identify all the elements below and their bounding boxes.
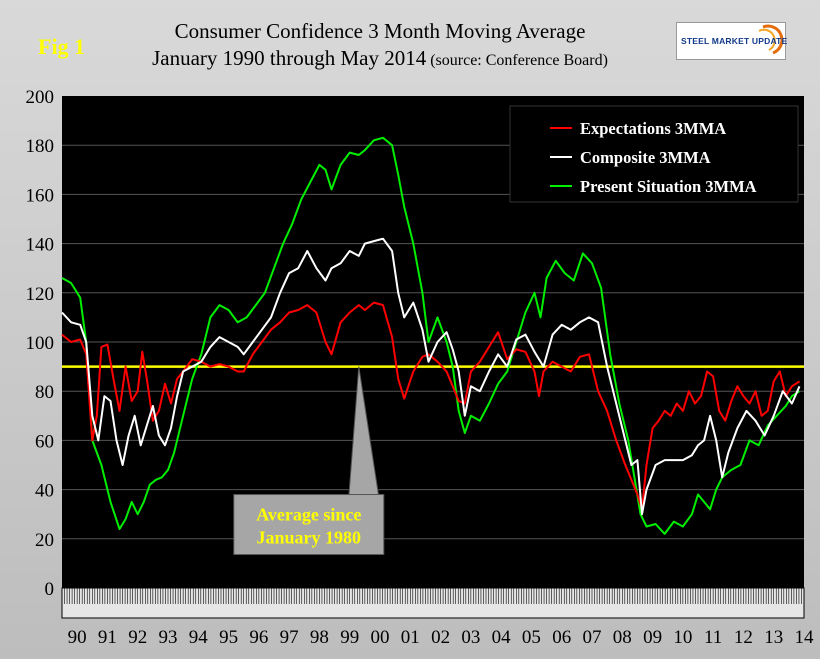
steel-market-update-logo: STEEL MARKET UPDATE [676, 22, 788, 60]
figure-label: Fig 1 [38, 34, 86, 59]
gridlines [62, 144, 804, 540]
x-tick-label-03: 03 [461, 627, 480, 648]
x-tick-label-00: 00 [371, 627, 390, 648]
x-tick-label-92: 92 [128, 627, 147, 648]
callout-line2: January 1980 [257, 528, 362, 548]
callout-box [233, 494, 385, 556]
x-tick-label-96: 96 [249, 627, 268, 648]
x-tick-label-98: 98 [310, 627, 329, 648]
legend-label-composite: Composite 3MMA [580, 148, 711, 167]
title-source: (source: Conference Board) [430, 52, 608, 69]
x-tick-label-09: 09 [643, 627, 662, 648]
y-tick-label-160: 160 [26, 185, 55, 206]
title-line1: Consumer Confidence 3 Month Moving Avera… [174, 19, 586, 43]
logo-swoosh-icon [758, 24, 784, 55]
y-tick-label-0: 0 [45, 579, 55, 600]
x-tick-label-10: 10 [673, 627, 692, 648]
x-tick-label-07: 07 [583, 627, 602, 648]
x-tick-label-11: 11 [704, 627, 722, 648]
series-lines [61, 136, 801, 535]
x-tick-label-12: 12 [734, 627, 753, 648]
legend-label-present: Present Situation 3MMA [580, 177, 757, 196]
y-tick-label-180: 180 [26, 136, 55, 157]
x-tick-label-02: 02 [431, 627, 450, 648]
x-tick-label-05: 05 [522, 627, 541, 648]
y-tick-label-20: 20 [35, 530, 54, 551]
legend-label-expectations: Expectations 3MMA [580, 119, 726, 138]
series-line-present [61, 136, 801, 535]
x-tick-label-91: 91 [98, 627, 117, 648]
logo-text: STEEL MARKET UPDATE [681, 36, 788, 46]
x-tick-label-93: 93 [159, 627, 178, 648]
x-tick-label-95: 95 [219, 627, 238, 648]
y-tick-label-80: 80 [35, 382, 54, 403]
series-line-composite [61, 237, 801, 516]
x-tick-label-13: 13 [764, 627, 783, 648]
x-tick-label-04: 04 [492, 627, 512, 648]
chart-title: Consumer Confidence 3 Month Moving Avera… [100, 18, 660, 74]
x-tick-label-99: 99 [340, 627, 359, 648]
x-tick-label-08: 08 [613, 627, 632, 648]
series-line-expectations [61, 301, 801, 511]
x-tick-label-94: 94 [189, 627, 209, 648]
y-axis-ticks: 0 20 40 60 80 100 120 140 160 180 200 [26, 87, 55, 600]
callout-line1: Average since [256, 505, 361, 525]
y-tick-label-140: 140 [26, 235, 55, 256]
y-tick-label-120: 120 [26, 284, 55, 305]
x-tick-label-06: 06 [552, 627, 571, 648]
title-line2: January 1990 through May 2014 [152, 46, 427, 70]
y-tick-label-40: 40 [35, 481, 54, 502]
average-callout: Average since January 1980 [233, 366, 385, 556]
legend: Expectations 3MMA Composite 3MMA Present S… [509, 105, 799, 203]
y-tick-label-200: 200 [26, 87, 55, 108]
y-tick-label-100: 100 [26, 333, 55, 354]
x-tick-label-90: 90 [68, 627, 87, 648]
x-axis: 90 91 92 93 94 95 96 97 98 99 00 01 02 03 04 05 06 07 08 09… [61, 587, 815, 648]
y-tick-label-60: 60 [35, 431, 54, 452]
x-tick-label-14: 14 [795, 627, 815, 648]
x-tick-label-01: 01 [401, 627, 420, 648]
x-tick-label-97: 97 [280, 627, 299, 648]
